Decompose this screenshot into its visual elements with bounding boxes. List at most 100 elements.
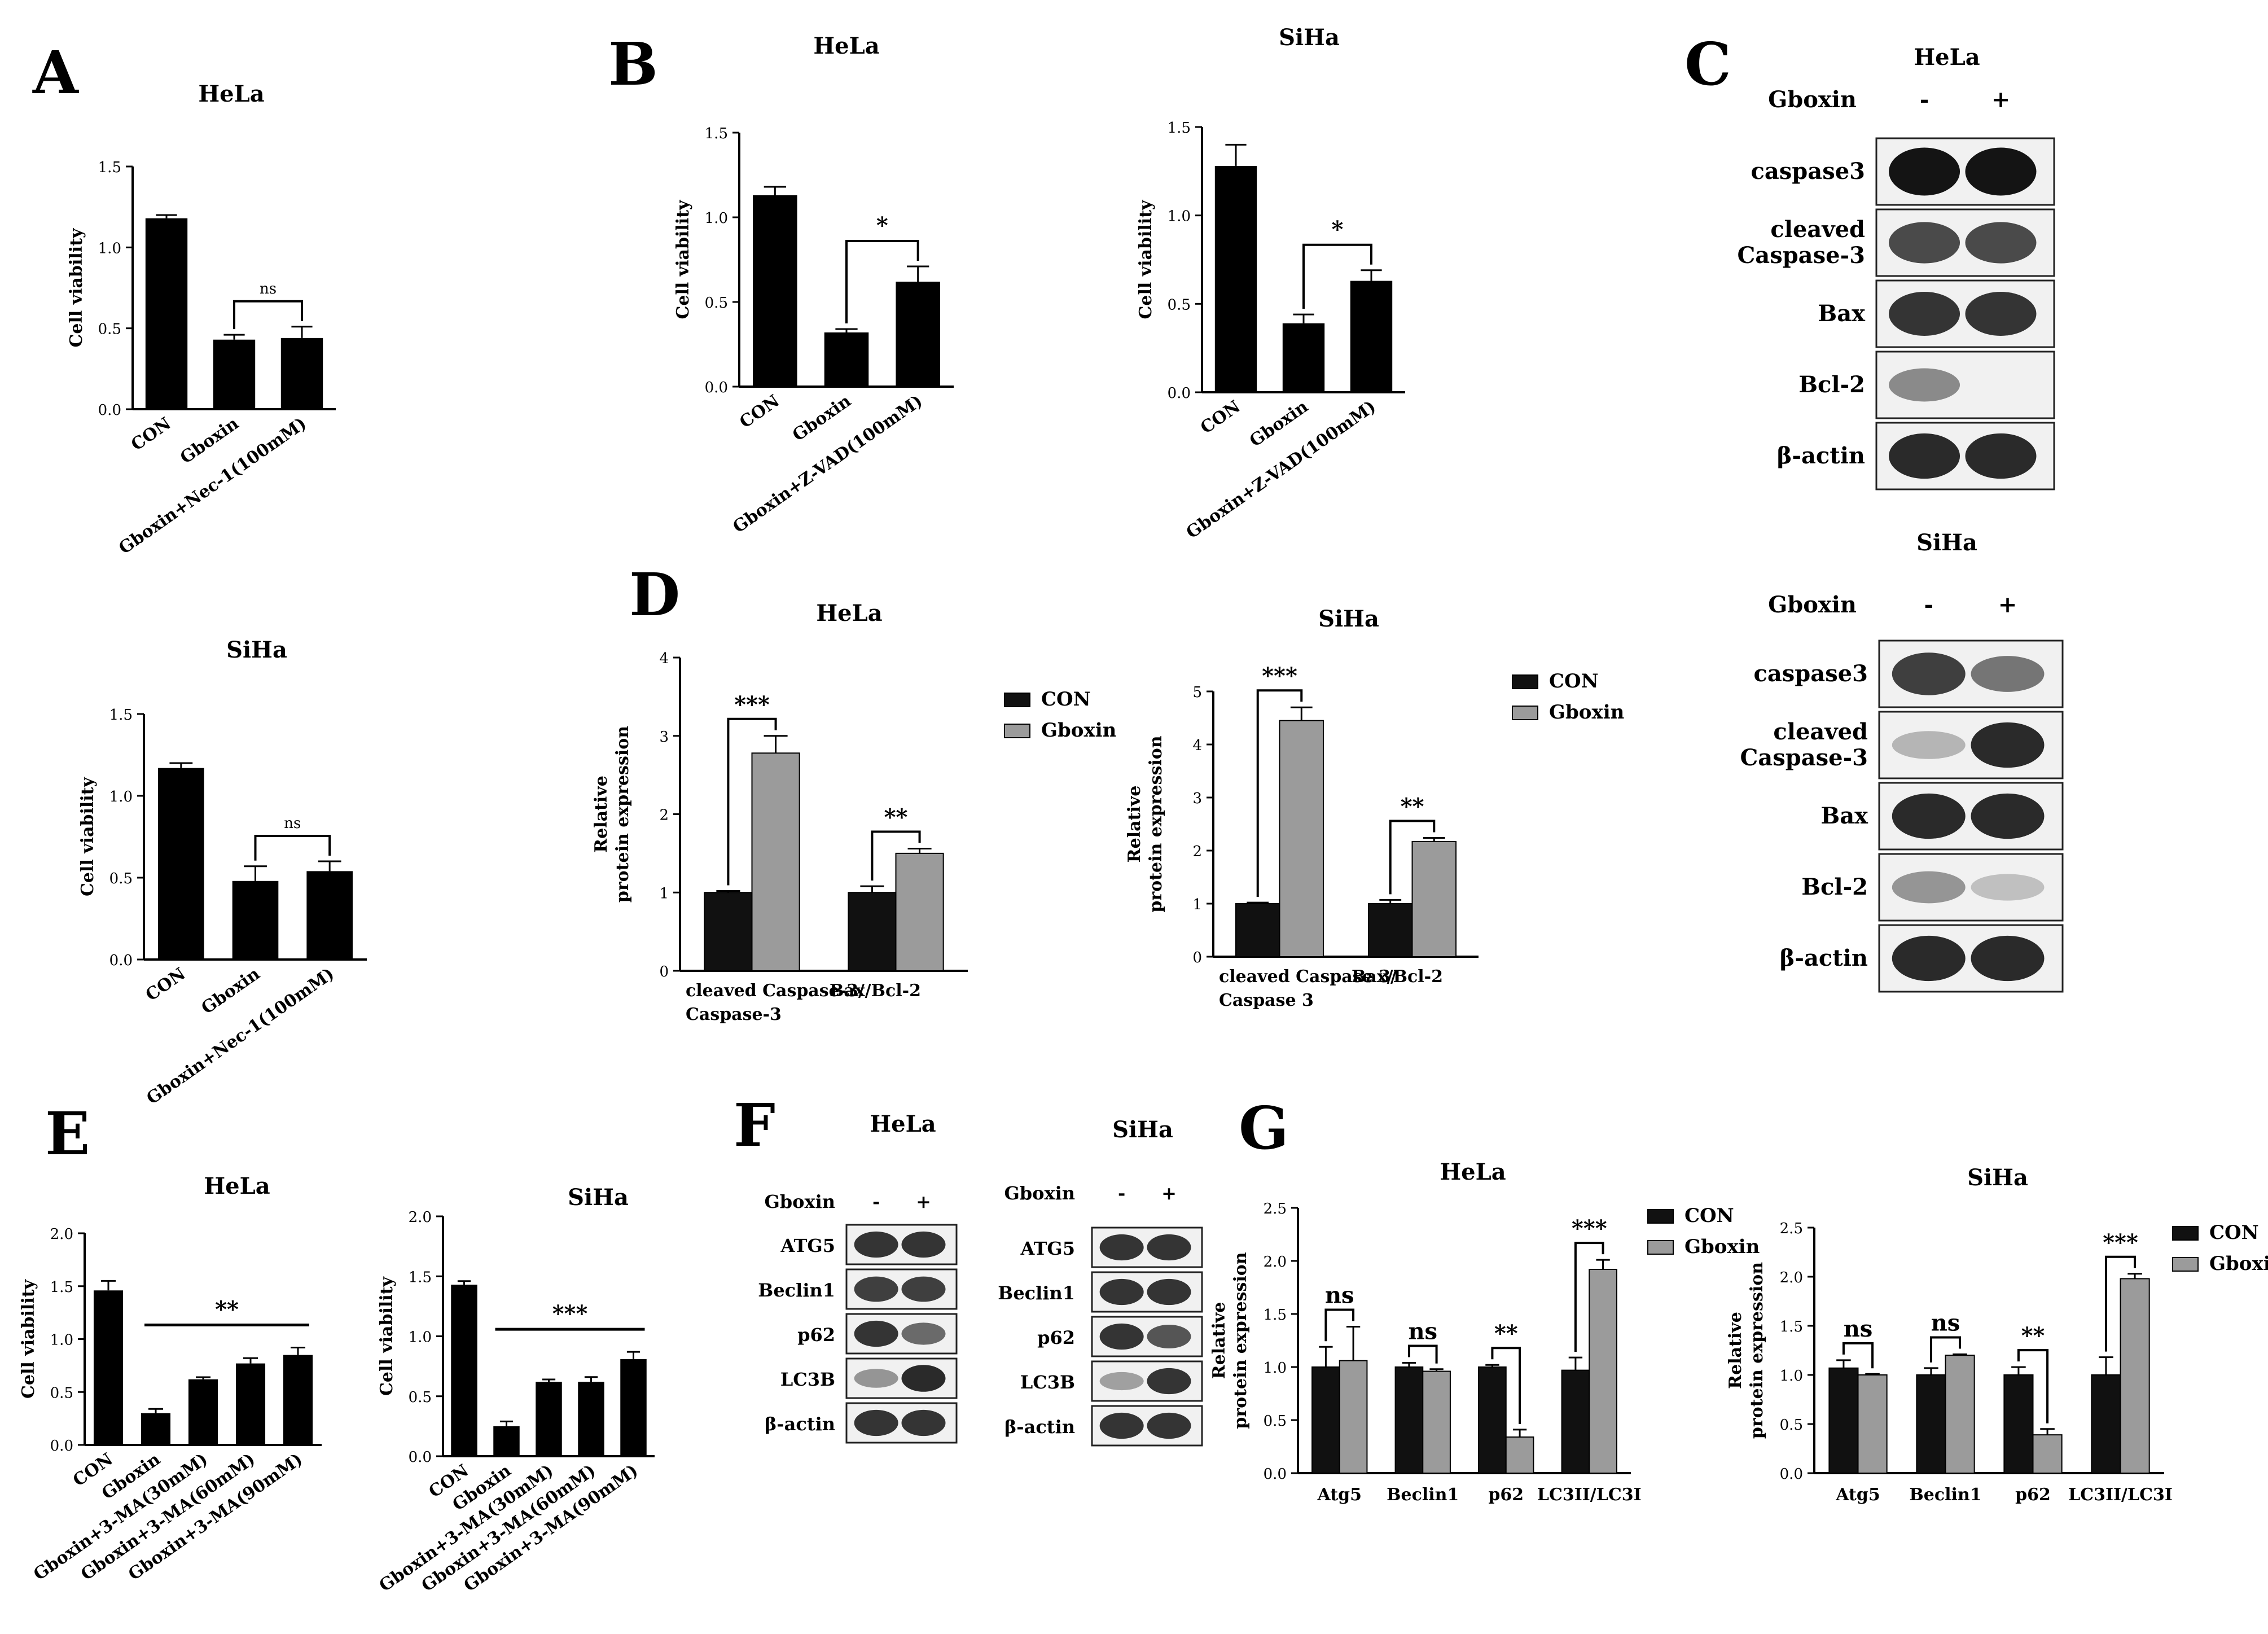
bar-gboxin [1422,1370,1451,1474]
bar [1282,323,1325,392]
significance-bracket [254,835,331,861]
significance-label: *** [2103,1229,2138,1256]
y-tick-label: 1.5 [1168,120,1191,137]
bar [1350,281,1393,392]
x-category-label: Gboxin [198,964,264,1018]
treatment-label: Gboxin [1768,86,1857,113]
blot-band [1971,935,2045,982]
blot-row-label-line: Bcl-2 [1798,371,1865,398]
bar-con [848,892,897,971]
blot-row-label-line: LC3B [1020,1372,1075,1393]
blot-band [1971,722,2045,768]
y-axis-label: Relative [1726,1312,1745,1389]
y-tick-label: 1 [659,885,669,902]
bar-gboxin [895,852,944,971]
significance-label: ** [1401,793,1424,820]
chart-g2: SiHa 0.0 0.5 1.0 1.5 2.0 2.5 Relative protein ex… [1726,1164,2268,1505]
chart-title: HeLa [1440,1159,1506,1185]
y-tick-label: 0.0 [98,402,121,419]
lane-label: + [916,1191,931,1212]
x-category-label: Atg5 [1317,1485,1362,1505]
x-category-label-line: cleaved Caspase-3/ [686,981,865,1001]
significance-label: *** [552,1300,588,1327]
blot-band [1889,222,1960,264]
x-category-label-line: cleaved Caspase 3/ [1219,967,1397,987]
y-tick-label: 0.0 [705,379,728,396]
significance-bracket [845,240,919,323]
blot-band [854,1409,898,1436]
blot-band [1965,292,2037,336]
western-blot-f2: SiHa Gboxin - + ATG5 Beclin1 p62 LC3B β-actin [998,1116,1203,1447]
chart-title: SiHa [226,637,287,663]
y-tick-label: 4 [659,650,669,667]
significance-label: * [876,212,888,239]
blot-band [1099,1412,1144,1439]
blot-row-label-line: β-actin [1004,1416,1075,1438]
blot-strip [1875,351,2055,419]
x-category-label-line: Caspase-3 [686,1005,782,1024]
y-tick-label: 1.5 [50,1279,73,1296]
blot-row-label: caspase3 [1754,660,1868,687]
significance-bracket [1491,1347,1521,1424]
y-tick-label: 0 [1192,949,1202,966]
blot-row-label: Bcl-2 [1798,371,1865,398]
blot-band [1892,731,1966,759]
y-tick-label: 2.5 [1780,1220,1803,1237]
bar-con [1916,1374,1946,1474]
y-tick-label: 0.5 [409,1389,432,1406]
y-tick-label: 0.0 [109,952,133,969]
blot-band [1892,935,1966,982]
bar-con [1367,903,1413,957]
blot-row-label: Bax [1818,300,1866,327]
bar-con [1235,903,1280,957]
x-category-label: Beclin1 [1909,1485,1981,1505]
blot-row-label-line: ATG5 [780,1235,835,1256]
treatment-label: Gboxin [764,1191,835,1212]
x-category-label: CON [128,414,175,455]
bar [213,339,256,409]
blot-band [1147,1412,1191,1439]
blot-row-label-line: Bax [1818,300,1866,327]
blot-row-label: β-actin [1777,443,1865,469]
blot-band [1889,368,1960,402]
blot-row-label: caspase3 [1751,158,1865,185]
bar-gboxin [1279,720,1324,957]
bar-con [1828,1367,1859,1474]
bar-gboxin [1589,1269,1617,1474]
blot-title: SiHa [1916,529,1977,556]
chart-title: SiHa [1967,1164,2028,1191]
y-tick-label: 1.5 [109,707,133,724]
blot-row-label-line: cleaved [1773,719,1868,745]
blot-row-label: Beclin1 [998,1282,1075,1304]
blot-row-label: ATG5 [780,1235,835,1256]
bar [280,338,323,409]
bar-con [1311,1366,1340,1474]
western-blot-c1: HeLa Gboxin - + caspase3 cleaved Caspase-3 Bax B… [1737,44,2055,490]
y-tick-label: 0.5 [1264,1413,1287,1430]
blot-band [854,1320,898,1347]
legend-swatch-gboxin [1512,706,1538,720]
y-axis-label: Cell viability [19,1278,38,1398]
blot-band [1892,793,1966,839]
y-tick-label: 0.5 [705,295,728,312]
significance-bracket [1574,1242,1604,1352]
bar-gboxin [1857,1374,1888,1474]
y-axis-label: Cell viability [67,227,86,347]
blot-row-label: LC3B [1020,1372,1075,1393]
bar-con [2091,1374,2121,1474]
chart-title: SiHa [1279,24,1340,51]
y-axis-label: protein expression [1146,735,1166,912]
bar [188,1379,218,1445]
bar [158,768,204,960]
bar [578,1382,604,1456]
lane-label: - [1920,86,1929,113]
blot-row-label: cleaved Caspase-3 [1740,719,1868,771]
blot-band [1971,656,2045,692]
blot-row-label: Beclin1 [758,1280,835,1301]
y-tick-label: 1.0 [1264,1360,1287,1377]
blot-row-label-line: β-actin [765,1413,835,1435]
treatment-label: Gboxin [1768,592,1857,618]
blot-band [901,1231,946,1258]
